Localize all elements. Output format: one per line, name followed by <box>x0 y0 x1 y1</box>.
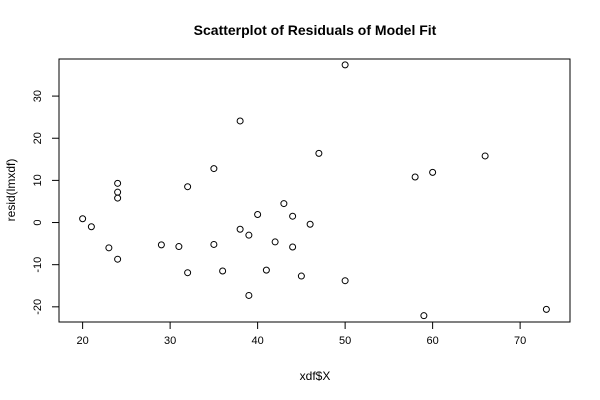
x-tick-label: 50 <box>339 335 351 347</box>
data-point <box>236 117 244 125</box>
y-tick-label: 20 <box>32 132 44 144</box>
data-point <box>184 269 192 277</box>
data-point <box>429 168 437 176</box>
y-tick-label: 30 <box>32 90 44 102</box>
data-point <box>114 188 122 196</box>
data-point <box>210 165 218 173</box>
data-point <box>542 305 550 313</box>
chart-title: Scatterplot of Residuals of Model Fit <box>194 22 437 38</box>
y-tick-label: -20 <box>32 299 44 315</box>
x-tick-label: 20 <box>77 335 89 347</box>
data-point <box>175 243 183 251</box>
points-layer <box>79 61 550 320</box>
data-point <box>481 152 489 160</box>
y-axis-title: resid(lmxdf) <box>4 159 18 222</box>
x-tick-label: 30 <box>164 335 176 347</box>
plot-frame <box>58 58 571 323</box>
data-point <box>114 255 122 263</box>
data-point <box>219 267 227 275</box>
data-point <box>271 238 279 246</box>
x-tick-label: 60 <box>427 335 439 347</box>
y-tick-label: 0 <box>32 219 44 225</box>
data-point <box>341 61 349 69</box>
data-point <box>297 272 305 280</box>
data-point <box>262 266 270 274</box>
data-point <box>210 240 218 248</box>
y-axis: -20 -10 0 10 20 30 <box>32 90 60 315</box>
data-point <box>245 231 253 239</box>
data-point <box>289 243 297 251</box>
data-point <box>420 312 428 320</box>
data-point <box>341 277 349 285</box>
data-point <box>105 244 113 252</box>
data-point <box>236 225 244 233</box>
data-point <box>280 200 288 208</box>
data-point <box>411 173 419 181</box>
data-point <box>114 194 122 202</box>
x-tick-label: 40 <box>252 335 264 347</box>
data-point <box>114 179 122 187</box>
data-point <box>306 220 314 228</box>
data-point <box>87 223 95 231</box>
data-point <box>157 241 165 249</box>
data-point <box>289 212 297 220</box>
data-point <box>315 149 323 157</box>
x-axis: 20 30 40 50 60 70 <box>77 321 526 347</box>
x-tick-label: 70 <box>514 335 526 347</box>
data-point <box>79 215 87 223</box>
data-point <box>184 183 192 191</box>
y-tick-label: 10 <box>32 174 44 186</box>
data-point <box>245 291 253 299</box>
y-tick-label: -10 <box>32 257 44 273</box>
x-axis-title: xdf$X <box>300 369 331 383</box>
data-point <box>254 211 262 219</box>
